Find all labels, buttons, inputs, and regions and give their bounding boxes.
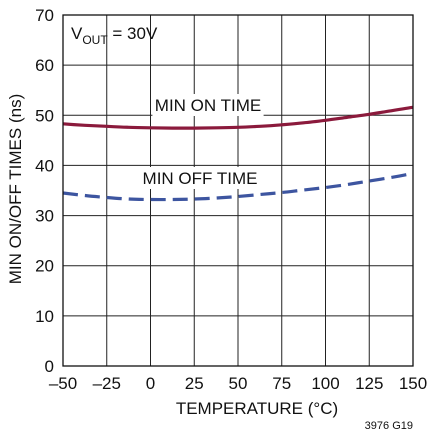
min-on-time-line [62, 105, 414, 130]
y-tick-label: 0 [45, 357, 54, 376]
plot-frame [62, 14, 414, 367]
y-axis-title: MIN ON/OFF TIMES (ns) [6, 94, 25, 284]
x-tick-label: –50 [49, 374, 77, 393]
x-tick-label: 75 [272, 374, 291, 393]
vout-rest: = 30V [108, 24, 158, 43]
x-tick-label: 150 [399, 374, 427, 393]
vout-annotation: VOUT = 30V [71, 24, 158, 47]
x-tick-label: 100 [311, 374, 339, 393]
x-tick-label: 25 [185, 374, 204, 393]
min-on-time-label: MIN ON TIME [155, 96, 261, 115]
vout-subscript: OUT [82, 33, 108, 47]
y-tick-label: 60 [35, 56, 54, 75]
x-axis-title: TEMPERATURE (°C) [176, 399, 338, 418]
min-off-time-label: MIN OFF TIME [143, 169, 258, 188]
tick-labels: –50 –25 0 25 50 75 100 125 150 0 10 20 30 40 50 60 70 [35, 6, 427, 393]
y-tick-label: 40 [35, 156, 54, 175]
y-tick-label: 70 [35, 6, 54, 25]
x-tick-label: 0 [146, 374, 155, 393]
label-background [139, 167, 261, 189]
y-tick-label: 30 [35, 207, 54, 226]
x-tick-label: 125 [355, 374, 383, 393]
x-tick-label: 50 [229, 374, 248, 393]
y-tick-label: 20 [35, 257, 54, 276]
series-lines [62, 105, 414, 202]
series-labels: MIN ON TIME MIN OFF TIME [139, 94, 264, 189]
grid [62, 14, 414, 367]
vout-main: V [71, 24, 83, 43]
y-tick-label: 50 [35, 106, 54, 125]
figure-id: 3976 G19 [365, 420, 413, 432]
min-off-time-line [62, 171, 414, 202]
x-tick-label: –25 [93, 374, 121, 393]
label-background [152, 94, 264, 116]
y-tick-label: 10 [35, 307, 54, 326]
